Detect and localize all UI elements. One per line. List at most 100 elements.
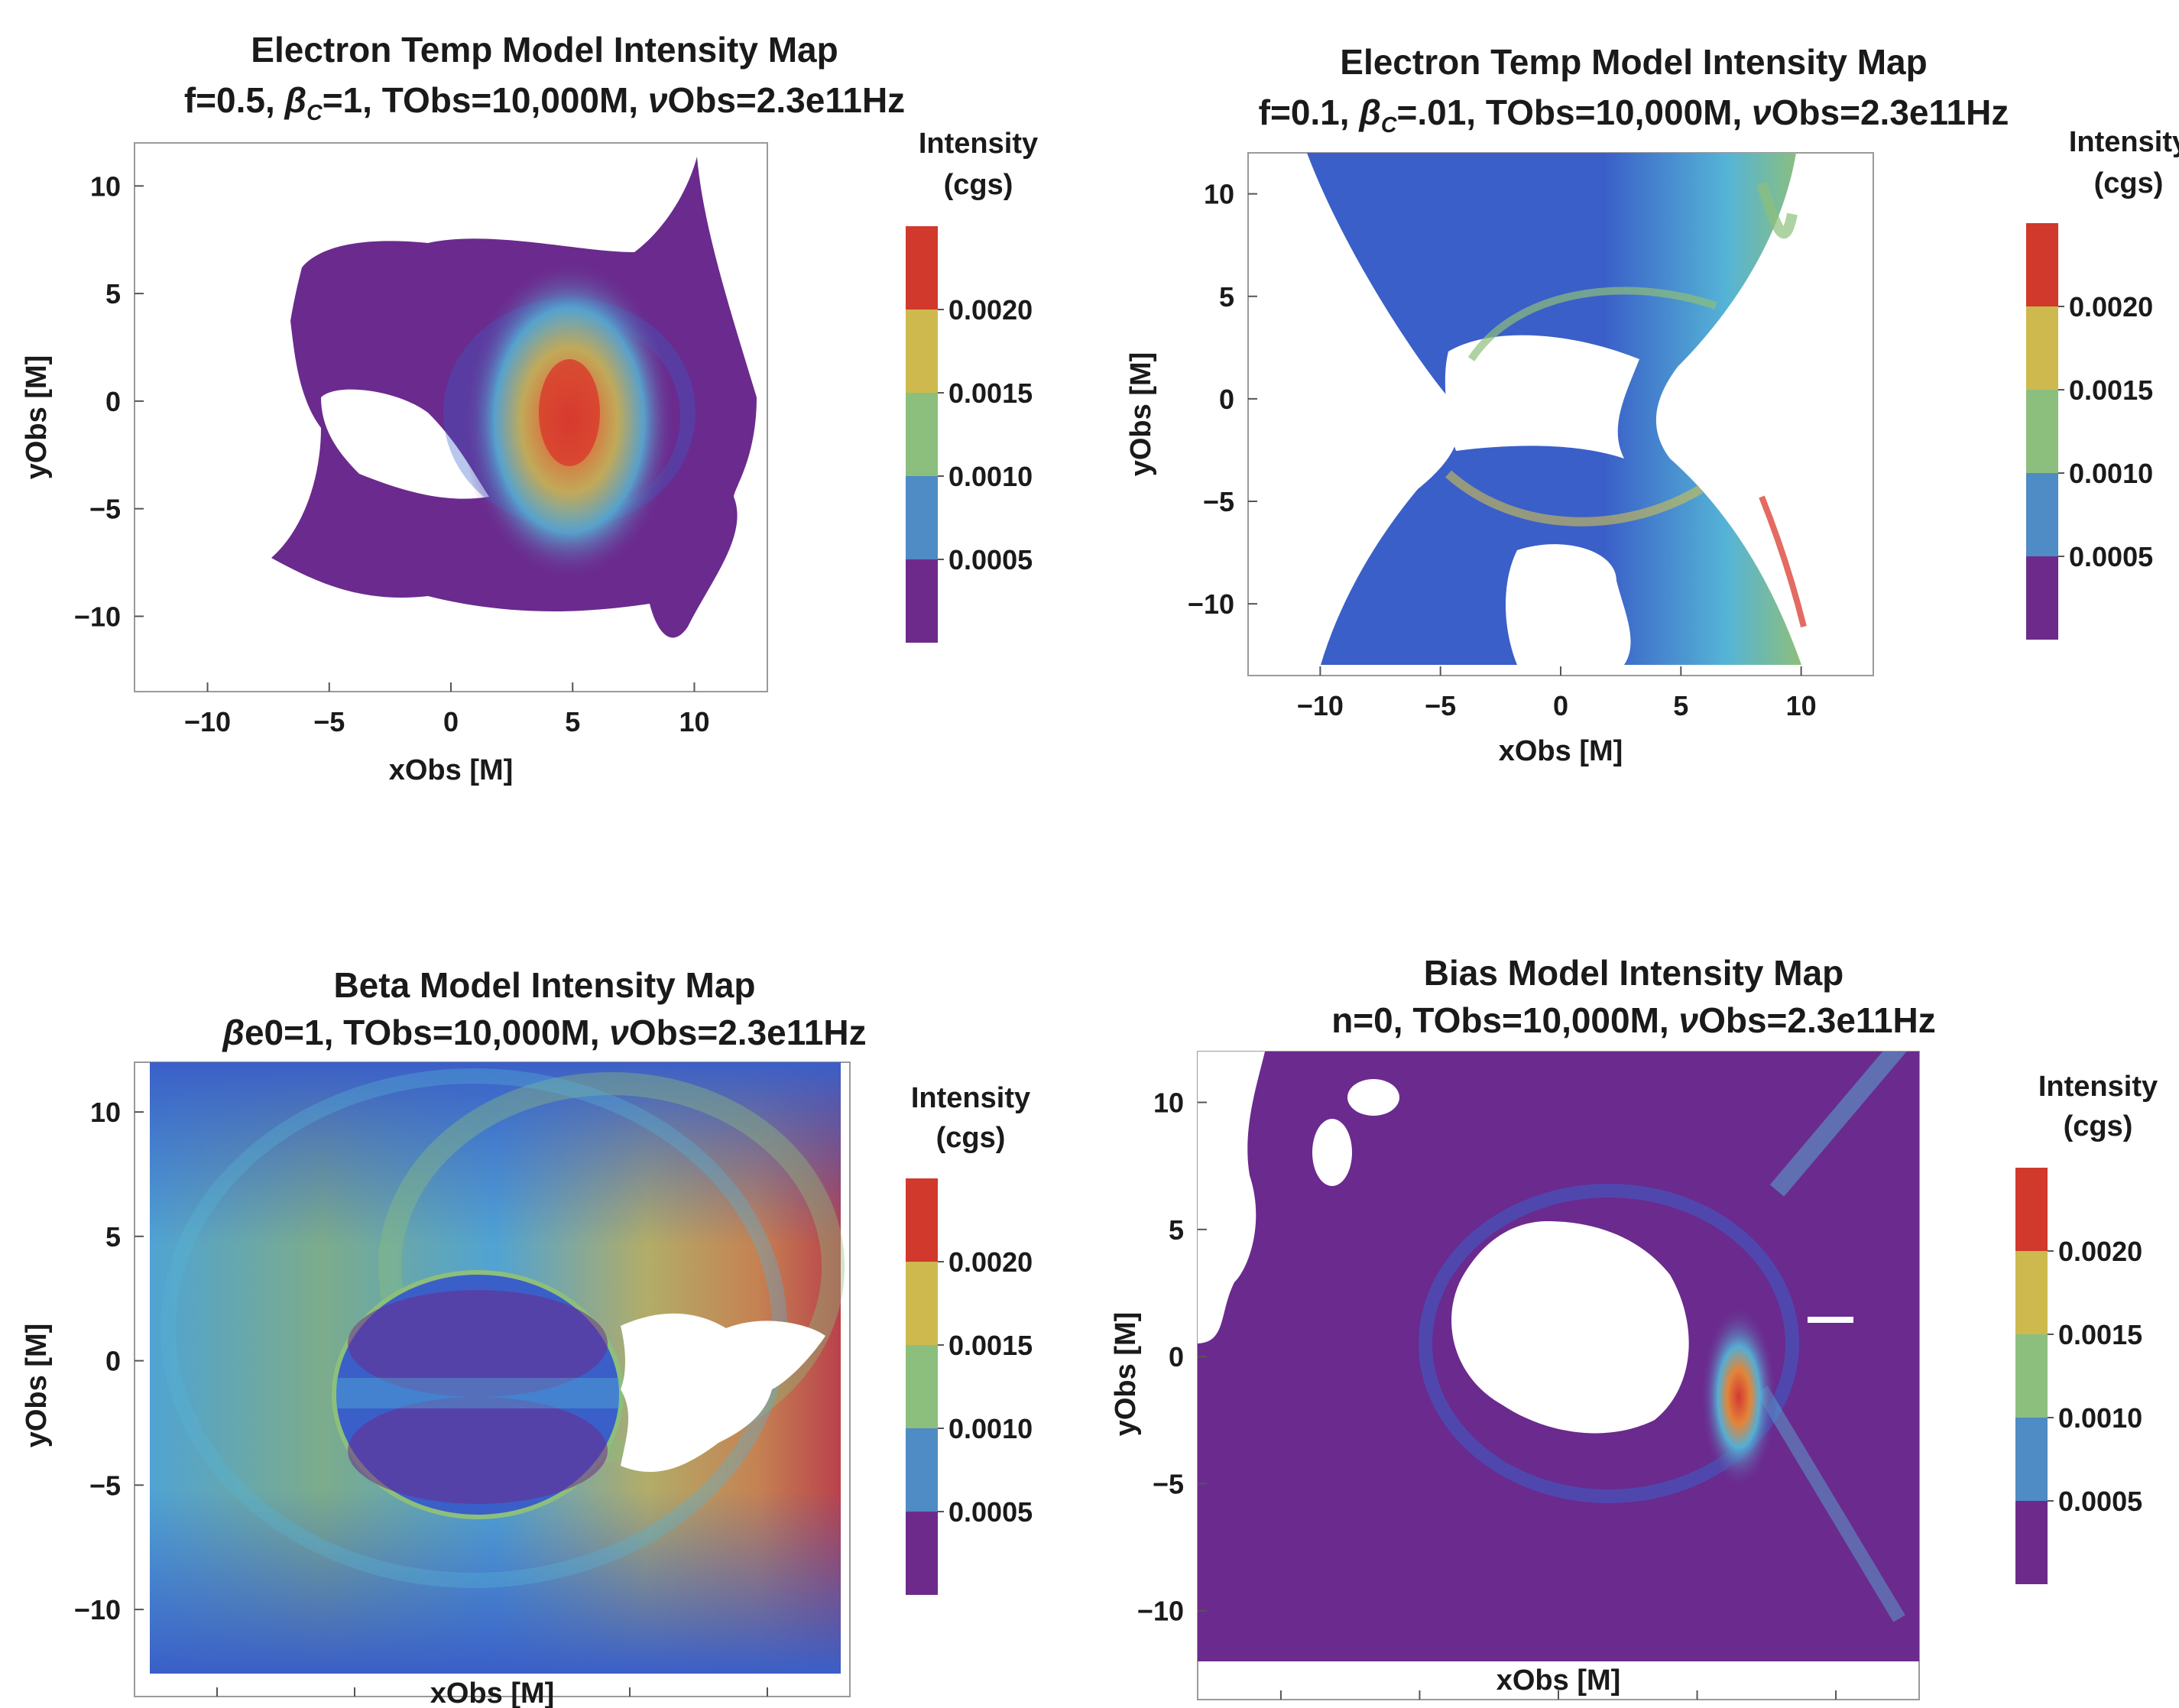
colorbar-unit: (cgs) bbox=[936, 1122, 1006, 1154]
colorbar-unit: (cgs) bbox=[2064, 1110, 2133, 1142]
intensity-image bbox=[150, 1062, 845, 1674]
y-tick-label: −5 bbox=[1203, 486, 1234, 517]
x-tick-label: −10 bbox=[1297, 690, 1344, 721]
panel-electron-temp-f05: Electron Temp Model Intensity Map f=0.5,… bbox=[0, 0, 1089, 854]
x-axis-label: xObs [M] bbox=[389, 754, 514, 786]
y-tick-label: −10 bbox=[1188, 588, 1234, 620]
colorbar-segment bbox=[906, 226, 938, 310]
colorbar-segment bbox=[2026, 223, 2058, 306]
x-tick-label: 5 bbox=[565, 706, 580, 737]
y-tick-label: 0 bbox=[105, 1346, 121, 1377]
colorbar-segment bbox=[2015, 1251, 2048, 1334]
colorbar-segment bbox=[2015, 1168, 2048, 1251]
plot-title: Bias Model Intensity Map bbox=[1423, 953, 1844, 993]
y-tick-label: −5 bbox=[1153, 1468, 1184, 1499]
colorbar-tick-label: 0.0020 bbox=[2069, 291, 2153, 322]
x-tick-label: 10 bbox=[1786, 690, 1817, 721]
plot-title: Electron Temp Model Intensity Map bbox=[1340, 42, 1928, 82]
y-tick-label: 10 bbox=[1153, 1087, 1184, 1119]
y-tick-label: 5 bbox=[1219, 281, 1234, 313]
colorbar-segment bbox=[2026, 306, 2058, 390]
y-axis-label: yObs [M] bbox=[1125, 352, 1157, 477]
y-tick-label: −10 bbox=[1137, 1596, 1184, 1627]
y-tick-label: 10 bbox=[90, 1097, 121, 1128]
y-tick-label: −5 bbox=[89, 1470, 121, 1501]
colorbar-tick-label: 0.0015 bbox=[948, 1330, 1033, 1361]
plot-title: Electron Temp Model Intensity Map bbox=[251, 30, 838, 70]
plot-subtitle: f=0.1, βC=.01, TObs=10,000M, νObs=2.3e11… bbox=[1258, 92, 2009, 138]
colorbar-tick-label: 0.0010 bbox=[2058, 1402, 2142, 1434]
x-tick-label: 5 bbox=[1673, 690, 1688, 721]
colorbar-title: Intensity bbox=[919, 128, 1038, 160]
colorbar-title: Intensity bbox=[2038, 1071, 2158, 1103]
x-tick-label: 0 bbox=[1553, 690, 1568, 721]
colorbar-segment bbox=[906, 1345, 938, 1428]
colorbar-segment bbox=[2015, 1418, 2048, 1501]
y-tick-label: 5 bbox=[105, 1221, 121, 1253]
y-tick-label: 0 bbox=[1219, 384, 1234, 415]
panel-electron-temp-f01: Electron Temp Model Intensity Map f=0.1,… bbox=[1089, 0, 2179, 854]
colorbar-tick-label: 0.0015 bbox=[2058, 1319, 2142, 1350]
chart-svg: −10 −5 0 5 10 −10 −5 0 5 10 xObs [M] yObs [M] In… bbox=[1125, 126, 2179, 767]
y-axis: −10 −5 0 5 10 bbox=[74, 170, 144, 632]
colorbar: 0.0005 0.0010 0.0015 0.0020 bbox=[906, 226, 1033, 643]
colorbar: 0.0005 0.0010 0.0015 0.0020 bbox=[2026, 223, 2153, 640]
colorbar-tick-label: 0.0020 bbox=[948, 1246, 1033, 1278]
x-axis-label: xObs [M] bbox=[430, 1677, 555, 1708]
x-axis-label: xObs [M] bbox=[1499, 735, 1623, 767]
y-axis-label: yObs [M] bbox=[21, 355, 53, 480]
colorbar-title: Intensity bbox=[2069, 126, 2179, 158]
colorbar-segment bbox=[906, 1428, 938, 1512]
x-axis-label: xObs [M] bbox=[1496, 1664, 1621, 1697]
colorbar-segment bbox=[906, 559, 938, 643]
x-tick-label: 10 bbox=[679, 706, 709, 737]
colorbar-title: Intensity bbox=[911, 1082, 1030, 1114]
y-tick-label: 5 bbox=[105, 278, 121, 310]
colorbar: 0.0005 0.0010 0.0015 0.0020 bbox=[2015, 1168, 2142, 1584]
panel-beta-model: Beta Model Intensity Map βe0=1, TObs=10,… bbox=[0, 854, 1089, 1708]
plot-subtitle: f=0.5, βC=1, TObs=10,000M, νObs=2.3e11Hz bbox=[183, 80, 906, 126]
panel-bias-model: Bias Model Intensity Map n=0, TObs=10,00… bbox=[1089, 854, 2178, 1708]
colorbar-segment bbox=[2026, 473, 2058, 556]
y-tick-label: −5 bbox=[89, 494, 121, 525]
colorbar-segment bbox=[2015, 1501, 2048, 1584]
colorbar-tick-label: 0.0005 bbox=[948, 1496, 1033, 1528]
y-axis: −10 −5 0 5 10 bbox=[1188, 179, 1257, 620]
colorbar-segment bbox=[906, 1262, 938, 1345]
colorbar: 0.0005 0.0010 0.0015 0.0020 bbox=[906, 1178, 1033, 1595]
colorbar-segment bbox=[906, 1512, 938, 1595]
plot-subtitle: n=0, TObs=10,000M, νObs=2.3e11Hz bbox=[1331, 1000, 1936, 1040]
colorbar-tick-label: 0.0015 bbox=[948, 378, 1033, 409]
colorbar-segment bbox=[2015, 1334, 2048, 1418]
colorbar-segment bbox=[906, 476, 938, 559]
colorbar-segment bbox=[906, 1178, 938, 1262]
intensity-image bbox=[1307, 153, 1807, 665]
colorbar-tick-label: 0.0015 bbox=[2069, 374, 2153, 406]
plot-subtitle: βe0=1, TObs=10,000M, νObs=2.3e11Hz bbox=[222, 1013, 867, 1052]
colorbar-tick-label: 0.0005 bbox=[2058, 1486, 2142, 1517]
colorbar-segment bbox=[2026, 556, 2058, 640]
colorbar-segment bbox=[906, 310, 938, 393]
y-tick-label: −10 bbox=[74, 1594, 121, 1625]
colorbar-tick-label: 0.0005 bbox=[948, 544, 1033, 575]
y-tick-label: 10 bbox=[1204, 179, 1234, 210]
y-tick-label: 5 bbox=[1169, 1214, 1184, 1246]
intensity-image bbox=[271, 157, 757, 638]
y-axis-label: yObs [M] bbox=[21, 1324, 53, 1448]
colorbar-tick-label: 0.0020 bbox=[2058, 1236, 2142, 1267]
y-axis-label: yObs [M] bbox=[1110, 1312, 1142, 1437]
x-tick-label: −10 bbox=[184, 706, 231, 737]
y-tick-label: 0 bbox=[1169, 1341, 1184, 1373]
colorbar-segment bbox=[2026, 390, 2058, 473]
colorbar-unit: (cgs) bbox=[944, 169, 1013, 201]
colorbar-tick-label: 0.0020 bbox=[948, 294, 1033, 326]
y-tick-label: −10 bbox=[74, 601, 121, 632]
x-tick-label: −5 bbox=[313, 706, 345, 737]
